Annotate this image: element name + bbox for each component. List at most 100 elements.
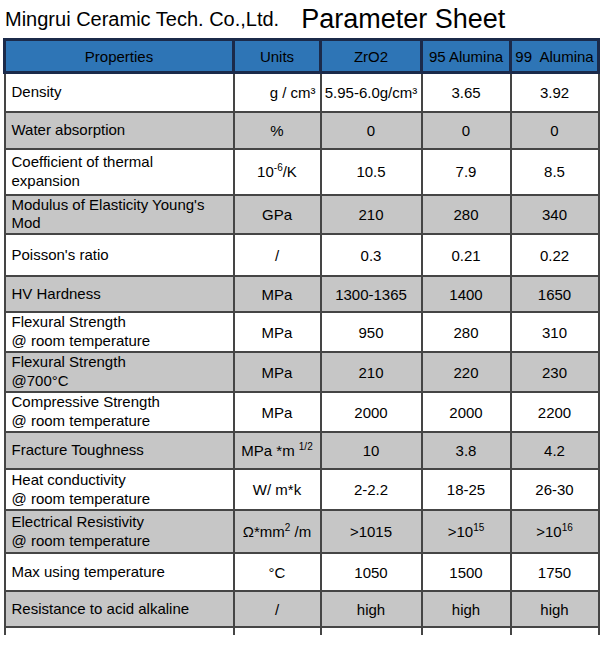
unit-cell: MPa xyxy=(234,392,321,432)
unit-cell: W/ m*k xyxy=(234,469,321,510)
value-cell-zro2: 0.3 xyxy=(321,234,422,276)
table-row-max-using-temperature: Max using temperature°C105015001750 xyxy=(5,553,599,591)
property-cell: Coefficient of thermal expansion xyxy=(5,149,234,195)
column-header-95-alumina: 95 Alumina xyxy=(422,40,511,73)
column-header-99-alumina: 99 Alumina xyxy=(511,40,599,73)
value-cell-zro2: 1050 xyxy=(321,553,422,591)
table-row-heat-conductivity: Heat conductivity @ room temperatureW/ m… xyxy=(5,469,599,510)
unit-cell: MPa xyxy=(234,312,321,352)
value-cell-95-alumina: 1400 xyxy=(422,276,511,312)
value-cell-zro2: >1015 xyxy=(321,510,422,553)
unit-cell: g / cm³ xyxy=(234,73,321,112)
property-cell: Flexural Strength @ room temperature xyxy=(5,312,234,352)
property-cell: Electrical Resistivity @ room temperatur… xyxy=(5,510,234,553)
unit-cell: Ω*mm2 /m xyxy=(234,510,321,553)
unit-cell: % xyxy=(234,112,321,149)
empty-cell xyxy=(321,627,422,635)
value-cell-zro2: 210 xyxy=(321,352,422,392)
property-cell: Resistance to acid alkaline xyxy=(5,591,234,627)
property-cell: Flexural Strength @700°C xyxy=(5,352,234,392)
property-cell: Heat conductivity @ room temperature xyxy=(5,469,234,510)
column-header-units: Units xyxy=(234,40,321,73)
table-body: Densityg / cm³5.95-6.0g/cm³3.653.92Water… xyxy=(5,73,599,636)
empty-cell xyxy=(234,627,321,635)
table-row-hv-hardness: HV HardnessMPa1300-136514001650 xyxy=(5,276,599,312)
property-cell: Fracture Toughness xyxy=(5,432,234,469)
company-name: Mingrui Ceramic Tech. Co.,Ltd. xyxy=(5,8,279,31)
parameter-sheet-page: Mingrui Ceramic Tech. Co.,Ltd. Parameter… xyxy=(0,0,600,669)
page-title: Parameter Sheet xyxy=(301,4,505,35)
value-cell-99-alumina: >1016 xyxy=(511,510,599,553)
value-cell-95-alumina: 7.9 xyxy=(422,149,511,195)
table-row-flexural-strength: Flexural Strength @700°CMPa210220230 xyxy=(5,352,599,392)
table-row-modulus-of-elasticity-young-s: Modulus of Elasticity Young's ModGPa2102… xyxy=(5,195,599,235)
value-cell-95-alumina: high xyxy=(422,591,511,627)
unit-cell: / xyxy=(234,591,321,627)
value-cell-99-alumina: 1750 xyxy=(511,553,599,591)
value-cell-95-alumina: 220 xyxy=(422,352,511,392)
value-cell-95-alumina: 18-25 xyxy=(422,469,511,510)
bottom-grid-strip xyxy=(5,627,599,635)
property-cell: Modulus of Elasticity Young's Mod xyxy=(5,195,234,235)
value-cell-zro2: 10 xyxy=(321,432,422,469)
table-row-electrical-resistivity: Electrical Resistivity @ room temperatur… xyxy=(5,510,599,553)
table-row-compressive-strength: Compressive Strength @ room temperatureM… xyxy=(5,392,599,432)
value-cell-95-alumina: 0.21 xyxy=(422,234,511,276)
value-cell-zro2: 10.5 xyxy=(321,149,422,195)
empty-cell xyxy=(5,627,234,635)
value-cell-99-alumina: 230 xyxy=(511,352,599,392)
value-cell-99-alumina: 3.92 xyxy=(511,73,599,112)
value-cell-95-alumina: 280 xyxy=(422,312,511,352)
value-cell-zro2: 210 xyxy=(321,195,422,235)
value-cell-99-alumina: 0.22 xyxy=(511,234,599,276)
value-cell-99-alumina: 2200 xyxy=(511,392,599,432)
table-row-water-absorption: Water absorption%000 xyxy=(5,112,599,149)
property-cell: Max using temperature xyxy=(5,553,234,591)
value-cell-99-alumina: 8.5 xyxy=(511,149,599,195)
table-row-coefficient-of-thermal: Coefficient of thermal expansion10-6/K10… xyxy=(5,149,599,195)
value-cell-95-alumina: 3.8 xyxy=(422,432,511,469)
unit-cell: GPa xyxy=(234,195,321,235)
empty-cell xyxy=(511,627,599,635)
unit-cell: 10-6/K xyxy=(234,149,321,195)
unit-cell: MPa xyxy=(234,352,321,392)
unit-cell: / xyxy=(234,234,321,276)
property-cell: Poisson's ratio xyxy=(5,234,234,276)
value-cell-99-alumina: 4.2 xyxy=(511,432,599,469)
value-cell-zro2: 1300-1365 xyxy=(321,276,422,312)
value-cell-95-alumina: 3.65 xyxy=(422,73,511,112)
value-cell-95-alumina: 280 xyxy=(422,195,511,235)
table-row-resistance-to-acid-alkaline: Resistance to acid alkaline/highhighhigh xyxy=(5,591,599,627)
value-cell-zro2: 5.95-6.0g/cm³ xyxy=(321,73,422,112)
property-cell: Density xyxy=(5,73,234,112)
value-cell-95-alumina: 0 xyxy=(422,112,511,149)
table-row-poisson-s-ratio: Poisson's ratio/0.30.210.22 xyxy=(5,234,599,276)
title-bar: Mingrui Ceramic Tech. Co.,Ltd. Parameter… xyxy=(0,0,600,38)
value-cell-99-alumina: 310 xyxy=(511,312,599,352)
column-header-zro2: ZrO2 xyxy=(321,40,422,73)
value-cell-99-alumina: high xyxy=(511,591,599,627)
table-row-fracture-toughness: Fracture ToughnessMPa *m 1/2103.84.2 xyxy=(5,432,599,469)
table-row-flexural-strength: Flexural Strength @ room temperatureMPa9… xyxy=(5,312,599,352)
column-header-properties: Properties xyxy=(5,40,234,73)
value-cell-zro2: 2-2.2 xyxy=(321,469,422,510)
value-cell-99-alumina: 26-30 xyxy=(511,469,599,510)
value-cell-99-alumina: 1650 xyxy=(511,276,599,312)
table-row-density: Densityg / cm³5.95-6.0g/cm³3.653.92 xyxy=(5,73,599,112)
value-cell-95-alumina: 1500 xyxy=(422,553,511,591)
value-cell-zro2: 0 xyxy=(321,112,422,149)
value-cell-95-alumina: 2000 xyxy=(422,392,511,432)
parameter-table: PropertiesUnitsZrO295 Alumina99 Alumina … xyxy=(3,38,600,635)
empty-cell xyxy=(422,627,511,635)
value-cell-zro2: 2000 xyxy=(321,392,422,432)
table-header-row: PropertiesUnitsZrO295 Alumina99 Alumina xyxy=(5,40,599,73)
property-cell: Water absorption xyxy=(5,112,234,149)
property-cell: HV Hardness xyxy=(5,276,234,312)
unit-cell: °C xyxy=(234,553,321,591)
value-cell-99-alumina: 340 xyxy=(511,195,599,235)
value-cell-zro2: 950 xyxy=(321,312,422,352)
property-cell: Compressive Strength @ room temperature xyxy=(5,392,234,432)
value-cell-99-alumina: 0 xyxy=(511,112,599,149)
value-cell-zro2: high xyxy=(321,591,422,627)
unit-cell: MPa xyxy=(234,276,321,312)
